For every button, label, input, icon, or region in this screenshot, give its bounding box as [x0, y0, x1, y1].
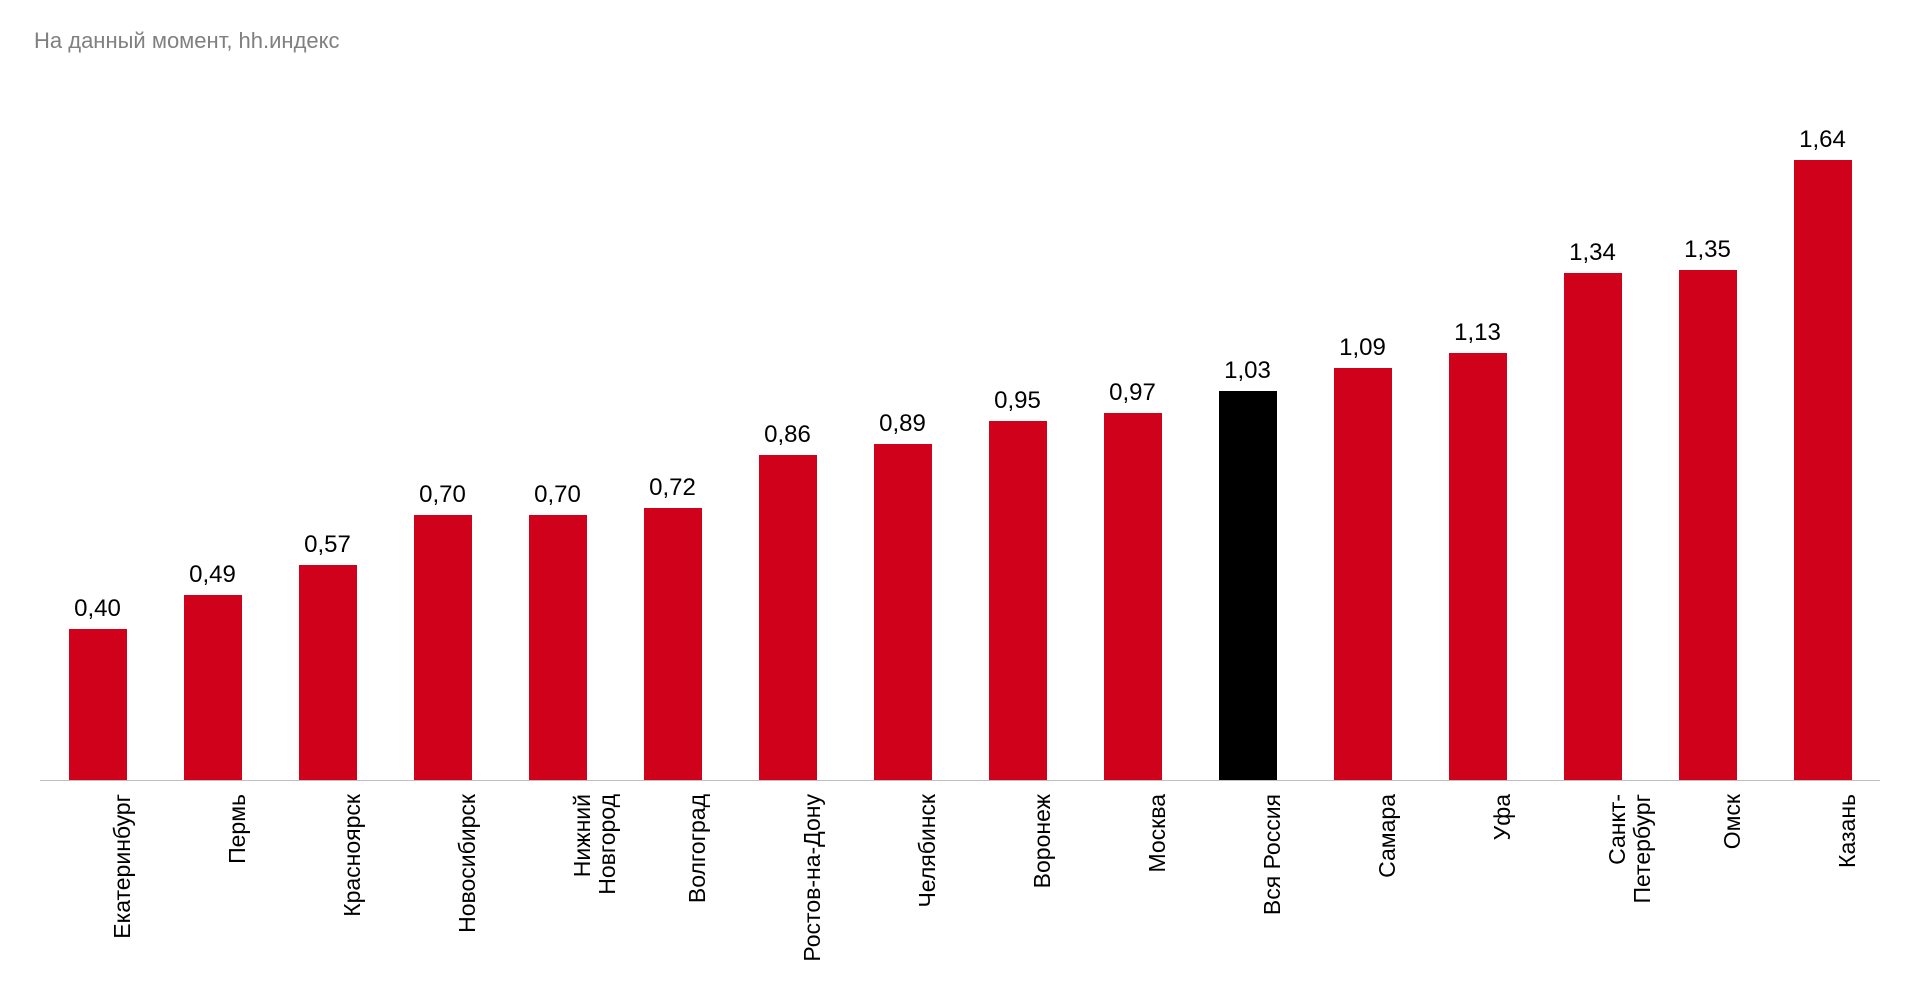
bar [1564, 273, 1622, 780]
bar-category-label: НижнийНовгород [570, 794, 621, 995]
bar-value-label: 1,64 [1799, 126, 1846, 154]
bar [1219, 391, 1277, 780]
bar-category-label: Челябинск [915, 794, 940, 995]
bar-category-label: Санкт-Петербург [1605, 794, 1656, 995]
bar-category-label: Омск [1720, 794, 1745, 995]
bar-category-label: Вся Россия [1260, 794, 1285, 995]
bar-value-label: 0,95 [994, 387, 1041, 415]
bar [184, 595, 242, 780]
bar-category-label: Самара [1375, 794, 1400, 995]
hh-index-bar-chart: На данный момент, hh.индекс 0,40 Екатерин… [0, 0, 1910, 995]
bar-value-label: 1,13 [1454, 319, 1501, 347]
bar [414, 515, 472, 780]
bar-category-label: Воронеж [1030, 794, 1055, 995]
bar [759, 455, 817, 780]
bar-value-label: 0,57 [304, 531, 351, 559]
bar-category-label: Уфа [1490, 794, 1515, 995]
bar [989, 421, 1047, 780]
bar-value-label: 1,09 [1339, 334, 1386, 362]
bar-category-label: Волгоград [685, 794, 710, 995]
bar-category-label: Новосибирск [455, 794, 480, 995]
bar-category-label: Пермь [225, 794, 250, 995]
bar [1449, 353, 1507, 780]
bar-category-label: Красноярск [340, 794, 365, 995]
bar [1104, 413, 1162, 780]
bar [299, 565, 357, 780]
bar-value-label: 1,34 [1569, 239, 1616, 267]
bar [69, 629, 127, 780]
x-axis-line [40, 780, 1880, 781]
bar-value-label: 0,70 [534, 481, 581, 509]
bar [644, 508, 702, 780]
bar-category-label: Казань [1835, 794, 1860, 995]
bar-value-label: 0,70 [419, 481, 466, 509]
bar-value-label: 1,03 [1224, 357, 1271, 385]
bar [874, 444, 932, 780]
bar-category-label: Ростов-на-Дону [800, 794, 825, 995]
bar-category-label: Москва [1145, 794, 1170, 995]
chart-subtitle: На данный момент, hh.индекс [34, 28, 340, 54]
bar-category-label: Екатеринбург [110, 794, 135, 995]
bar-value-label: 0,89 [879, 410, 926, 438]
bar-value-label: 0,40 [74, 595, 121, 623]
bar [1334, 368, 1392, 780]
bar [1679, 270, 1737, 780]
bar [1794, 160, 1852, 780]
bar-value-label: 0,49 [189, 561, 236, 589]
bar-value-label: 0,86 [764, 421, 811, 449]
bar [529, 515, 587, 780]
bar-value-label: 1,35 [1684, 236, 1731, 264]
bar-value-label: 0,72 [649, 474, 696, 502]
bar-value-label: 0,97 [1109, 379, 1156, 407]
